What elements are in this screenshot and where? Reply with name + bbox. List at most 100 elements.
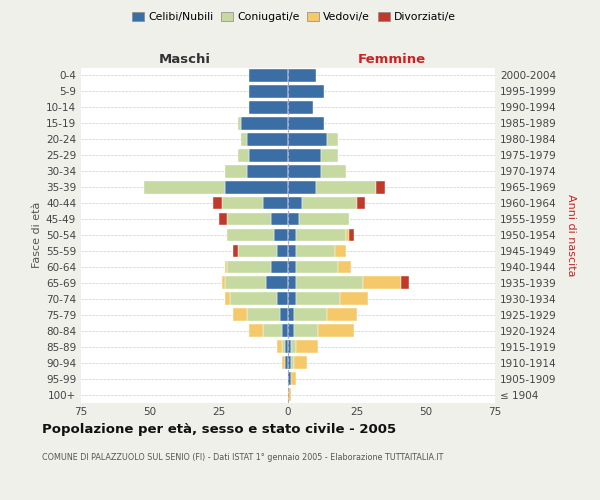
Bar [224,181,288,194]
Bar [319,324,354,337]
Bar [219,212,227,226]
Bar [238,244,277,258]
Bar [285,340,288,353]
Text: Femmine: Femmine [358,53,425,66]
Text: Maschi: Maschi [158,53,211,66]
Bar [326,133,338,145]
Bar [241,133,247,145]
Bar [274,228,288,241]
Bar [296,228,346,241]
Bar [362,276,401,289]
Bar [277,244,288,258]
Bar [288,228,296,241]
Bar [296,244,335,258]
Bar [321,149,338,162]
Bar [238,117,241,130]
Bar [288,244,296,258]
Bar [321,165,346,177]
Bar [224,276,266,289]
Y-axis label: Fasce di età: Fasce di età [32,202,42,268]
Bar [357,196,365,209]
Bar [288,308,293,321]
Bar [288,356,291,369]
Legend: Celibi/Nubili, Coniugati/e, Vedovi/e, Divorziati/e: Celibi/Nubili, Coniugati/e, Vedovi/e, Di… [128,8,460,27]
Text: Popolazione per età, sesso e stato civile - 2005: Popolazione per età, sesso e stato civil… [42,422,396,436]
Bar [271,212,288,226]
Bar [288,165,321,177]
Bar [288,372,291,385]
Bar [302,196,357,209]
Bar [340,292,368,305]
Bar [288,324,293,337]
Bar [277,292,288,305]
Bar [296,276,362,289]
Bar [338,260,352,274]
Bar [233,244,238,258]
Bar [299,212,349,226]
Bar [227,260,271,274]
Bar [349,228,354,241]
Bar [285,356,288,369]
Bar [335,244,346,258]
Bar [224,292,230,305]
Bar [293,356,307,369]
Bar [238,149,250,162]
Bar [283,356,285,369]
Bar [288,85,324,98]
Bar [291,356,293,369]
Bar [280,308,288,321]
Bar [214,196,222,209]
Bar [222,276,224,289]
Bar [233,308,247,321]
Bar [296,340,319,353]
Bar [247,308,280,321]
Bar [222,196,263,209]
Bar [291,372,296,385]
Bar [288,340,291,353]
Bar [288,181,316,194]
Bar [227,212,271,226]
Bar [230,292,277,305]
Bar [227,228,274,241]
Text: COMUNE DI PALAZZUOLO SUL SENIO (FI) - Dati ISTAT 1° gennaio 2005 - Elaborazione : COMUNE DI PALAZZUOLO SUL SENIO (FI) - Da… [42,452,443,462]
Bar [241,117,288,130]
Bar [250,149,288,162]
Bar [288,69,316,82]
Bar [296,292,340,305]
Bar [346,228,349,241]
Bar [288,260,296,274]
Bar [291,340,296,353]
Bar [288,196,302,209]
Bar [247,165,288,177]
Bar [288,117,324,130]
Bar [250,101,288,114]
Bar [145,181,224,194]
Bar [277,340,283,353]
Bar [288,212,299,226]
Bar [293,324,319,337]
Bar [288,292,296,305]
Bar [288,388,291,401]
Bar [316,181,376,194]
Bar [288,149,321,162]
Bar [401,276,409,289]
Bar [250,69,288,82]
Bar [326,308,357,321]
Bar [283,324,288,337]
Bar [250,324,263,337]
Bar [271,260,288,274]
Bar [224,165,247,177]
Bar [250,85,288,98]
Bar [263,324,283,337]
Bar [247,133,288,145]
Bar [224,260,227,274]
Bar [283,340,285,353]
Bar [288,101,313,114]
Bar [293,308,326,321]
Bar [288,133,326,145]
Bar [376,181,385,194]
Bar [263,196,288,209]
Bar [288,276,296,289]
Bar [266,276,288,289]
Bar [296,260,338,274]
